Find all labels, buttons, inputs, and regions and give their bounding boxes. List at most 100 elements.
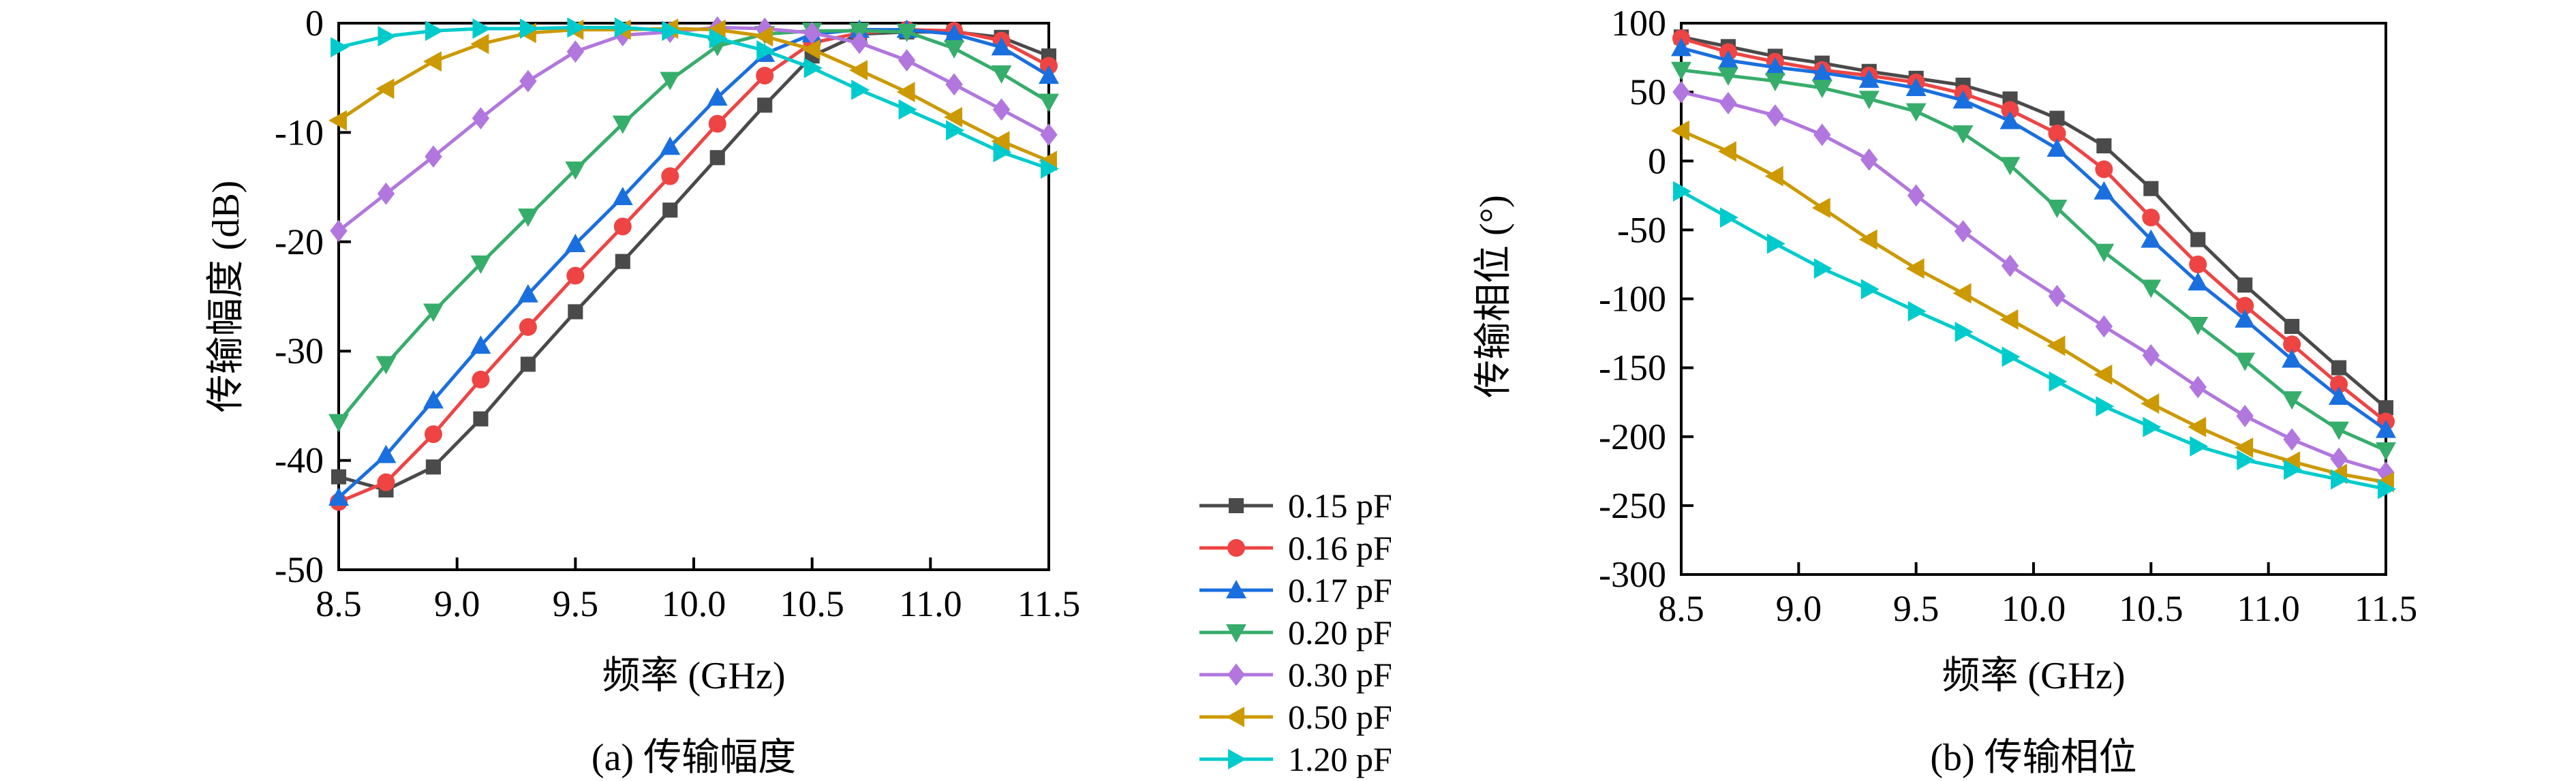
data-point [946, 120, 965, 141]
data-point [898, 99, 917, 120]
data-point [1040, 123, 1058, 147]
data-point [756, 66, 774, 85]
data-point [472, 370, 490, 388]
data-point [896, 23, 917, 42]
data-point [2330, 447, 2348, 470]
data-point [378, 26, 397, 47]
data-point [991, 65, 1012, 84]
data-point [1905, 103, 1927, 122]
data-point [1858, 229, 1877, 250]
data-point [2378, 400, 2394, 416]
data-point [2330, 375, 2348, 393]
data-point [1041, 158, 1059, 179]
caption: (a) 传输幅度 [592, 737, 796, 779]
data-point [662, 202, 678, 218]
x-tick-label: 10.0 [2002, 588, 2066, 629]
data-point [2329, 421, 2350, 440]
data-point [945, 73, 963, 96]
x-tick-label: 10.0 [662, 583, 726, 624]
data-point [519, 318, 537, 336]
series-0-20-pF [1671, 61, 2396, 461]
data-point [517, 208, 538, 227]
data-point [423, 51, 442, 72]
series-line [1681, 35, 2387, 410]
data-point [375, 444, 397, 463]
y-tick-label: -20 [275, 221, 324, 262]
data-point [757, 97, 773, 113]
y-tick-label: 50 [1629, 72, 1666, 112]
data-point [1039, 93, 1059, 112]
legend-marker-triangle-up [1226, 580, 1246, 598]
data-point [2189, 255, 2207, 273]
y-tick-label: -150 [1599, 348, 1666, 388]
data-point [709, 28, 728, 49]
data-point [662, 20, 681, 42]
data-point [1813, 123, 1831, 147]
data-point [1860, 279, 1880, 300]
legend-label: 0.17 pF [1288, 571, 1392, 609]
data-point [328, 110, 347, 131]
chart-transmission-phase: 传输相位 (°) 频率 (GHz) (b) 传输相位 8.5 9.0 9.5 10.0… [1473, 3, 2417, 779]
legend-marker-triangle-left [1226, 707, 1244, 727]
data-point [1858, 91, 1880, 110]
data-point [1811, 80, 1833, 99]
x-axis-label: 频率 (GHz) [602, 655, 785, 697]
data-point [1672, 80, 1690, 104]
data-point [1766, 104, 1784, 127]
data-point [944, 106, 963, 127]
data-point [613, 217, 632, 236]
data-point [2236, 404, 2254, 427]
series-1-20-pF [1673, 181, 2396, 500]
data-point [1764, 57, 1785, 76]
data-point [849, 60, 868, 80]
y-tick-label: -30 [275, 331, 324, 371]
legend-item: 0.20 pF [1199, 613, 1392, 652]
y-tick-label: -200 [1599, 416, 1666, 457]
y-axis-label: 传输相位 (°) [1473, 195, 1515, 398]
data-point [1717, 141, 1736, 162]
data-point [519, 18, 538, 39]
data-point [708, 114, 726, 133]
data-point [993, 142, 1012, 163]
data-point [2237, 450, 2256, 471]
data-point [2001, 101, 2019, 119]
series-line [337, 27, 1049, 163]
data-point [803, 57, 823, 78]
legend-marker-diamond [1227, 663, 1245, 686]
data-point [519, 70, 537, 93]
data-point [566, 40, 585, 63]
data-point [2378, 478, 2396, 500]
data-point [1671, 120, 1689, 141]
series-line [1681, 46, 2387, 431]
data-point [1858, 69, 1880, 88]
data-point [1717, 67, 1738, 86]
data-point [423, 390, 444, 409]
data-point [2141, 279, 2162, 298]
data-point [2236, 296, 2254, 315]
data-point [2190, 232, 2206, 247]
series-line [338, 28, 1050, 504]
data-point [1905, 258, 1925, 279]
legend-label: 0.50 pF [1288, 698, 1392, 736]
y-tick-label: 0 [1648, 140, 1666, 181]
data-point [424, 425, 442, 444]
legend-label: 1.20 pF [1288, 740, 1392, 778]
x-tick-label: 11.0 [899, 583, 962, 624]
data-point [331, 37, 349, 58]
data-point [2095, 160, 2113, 179]
data-point [472, 18, 491, 39]
legend-marker-square [1228, 497, 1244, 514]
data-point [2237, 277, 2253, 293]
data-point [1999, 110, 2021, 129]
data-point [1999, 157, 2021, 176]
data-point [2376, 442, 2396, 461]
data-point [2048, 285, 2066, 307]
data-point [1905, 78, 1927, 97]
data-point [472, 107, 490, 129]
data-point [2094, 364, 2113, 385]
data-point [991, 37, 1012, 56]
plot-frame [337, 22, 1050, 571]
data-point [2284, 459, 2303, 480]
y-tick-label: -100 [1599, 279, 1666, 320]
